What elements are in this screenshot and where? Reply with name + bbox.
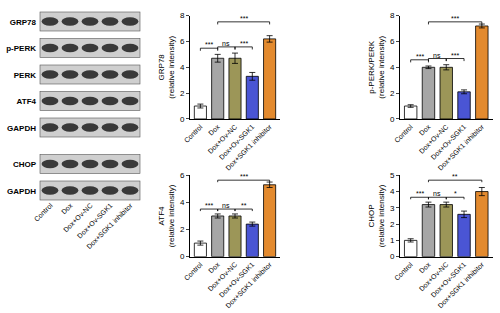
svg-text:6: 6 (180, 37, 185, 46)
svg-text:***: *** (416, 190, 424, 197)
svg-text:Dox+Ov-SGK1: Dox+Ov-SGK1 (429, 123, 467, 161)
svg-text:2: 2 (390, 89, 395, 98)
svg-text:Dox+SGK1 inhibitor: Dox+SGK1 inhibitor (85, 201, 134, 250)
svg-text:GAPDH: GAPDH (7, 124, 36, 133)
svg-text:6: 6 (390, 37, 395, 46)
svg-text:***: *** (451, 52, 459, 59)
svg-text:4: 4 (390, 63, 395, 72)
svg-text:ATF4: ATF4 (17, 97, 37, 106)
svg-text:Dox: Dox (207, 260, 221, 274)
svg-text:Dox: Dox (207, 123, 221, 137)
svg-text:Control: Control (33, 201, 54, 222)
svg-text:ns: ns (222, 202, 230, 209)
svg-text:ns: ns (222, 40, 230, 47)
svg-text:GRP78: GRP78 (10, 18, 37, 27)
svg-text:***: *** (205, 41, 213, 48)
svg-text:0: 0 (390, 252, 395, 261)
svg-text:ATF4(relative intensity): ATF4(relative intensity) (157, 184, 176, 247)
svg-text:8: 8 (180, 11, 185, 20)
svg-text:Control: Control (183, 260, 204, 281)
svg-text:Dox+SGK1 inhibitor: Dox+SGK1 inhibitor (436, 123, 485, 172)
svg-text:CHOP(relative intensity): CHOP(relative intensity) (367, 184, 386, 247)
svg-text:*: * (454, 190, 457, 197)
svg-text:Control: Control (393, 260, 414, 281)
svg-text:0: 0 (180, 115, 185, 124)
svg-text:4: 4 (390, 187, 395, 196)
svg-text:1: 1 (390, 236, 395, 245)
svg-text:Dox+Ov-NC: Dox+Ov-NC (206, 261, 238, 293)
svg-text:ns: ns (433, 190, 441, 197)
svg-text:***: *** (240, 40, 248, 47)
svg-text:Control: Control (393, 123, 414, 144)
svg-text:Dox+Ov-SGK1: Dox+Ov-SGK1 (429, 261, 467, 299)
svg-text:***: *** (205, 202, 213, 209)
svg-text:***: *** (240, 173, 248, 180)
svg-text:ns: ns (433, 52, 441, 59)
svg-text:***: *** (451, 15, 459, 22)
svg-text:CHOP: CHOP (13, 160, 37, 169)
svg-text:3: 3 (390, 204, 395, 213)
svg-text:6: 6 (180, 171, 185, 180)
svg-text:p-PERK/PERK(relative intensity: p-PERK/PERK(relative intensity) (367, 36, 386, 99)
svg-text:Dox+Ov-SGK1: Dox+Ov-SGK1 (76, 202, 114, 240)
svg-text:2: 2 (390, 220, 395, 229)
svg-text:Dox+Ov-NC: Dox+Ov-NC (418, 123, 450, 155)
svg-text:p-PERK: p-PERK (6, 44, 36, 53)
svg-text:***: *** (240, 15, 248, 22)
svg-text:Dox+Ov-NC: Dox+Ov-NC (206, 123, 238, 155)
svg-text:2: 2 (180, 225, 185, 234)
svg-text:Control: Control (183, 123, 204, 144)
svg-text:0: 0 (390, 115, 395, 124)
svg-text:0: 0 (180, 252, 185, 261)
svg-text:Dox+Ov-SGK1: Dox+Ov-SGK1 (218, 123, 256, 161)
svg-text:Dox: Dox (418, 123, 432, 137)
svg-text:Dox+Ov-NC: Dox+Ov-NC (418, 261, 450, 293)
svg-text:GAPDH: GAPDH (7, 187, 36, 196)
svg-text:Dox+SGK1 inhibitor: Dox+SGK1 inhibitor (224, 260, 273, 309)
svg-text:GRP78(relative intensity): GRP78(relative intensity) (157, 36, 176, 99)
svg-text:Dox+Ov-NC: Dox+Ov-NC (61, 201, 94, 234)
svg-text:4: 4 (180, 63, 185, 72)
svg-text:Dox+SGK1 inhibitor: Dox+SGK1 inhibitor (436, 260, 485, 309)
svg-text:Dox+SGK1 inhibitor: Dox+SGK1 inhibitor (224, 123, 273, 172)
svg-text:4: 4 (180, 198, 185, 207)
svg-text:PERK: PERK (14, 71, 36, 80)
svg-text:Dox+Ov-SGK1: Dox+Ov-SGK1 (218, 261, 256, 299)
svg-text:**: ** (452, 173, 458, 180)
svg-text:**: ** (241, 202, 247, 209)
svg-text:8: 8 (390, 11, 395, 20)
svg-text:Dox: Dox (418, 260, 432, 274)
svg-text:Dox: Dox (60, 201, 74, 215)
svg-text:5: 5 (390, 171, 395, 180)
svg-text:***: *** (416, 53, 424, 60)
svg-text:2: 2 (180, 89, 185, 98)
